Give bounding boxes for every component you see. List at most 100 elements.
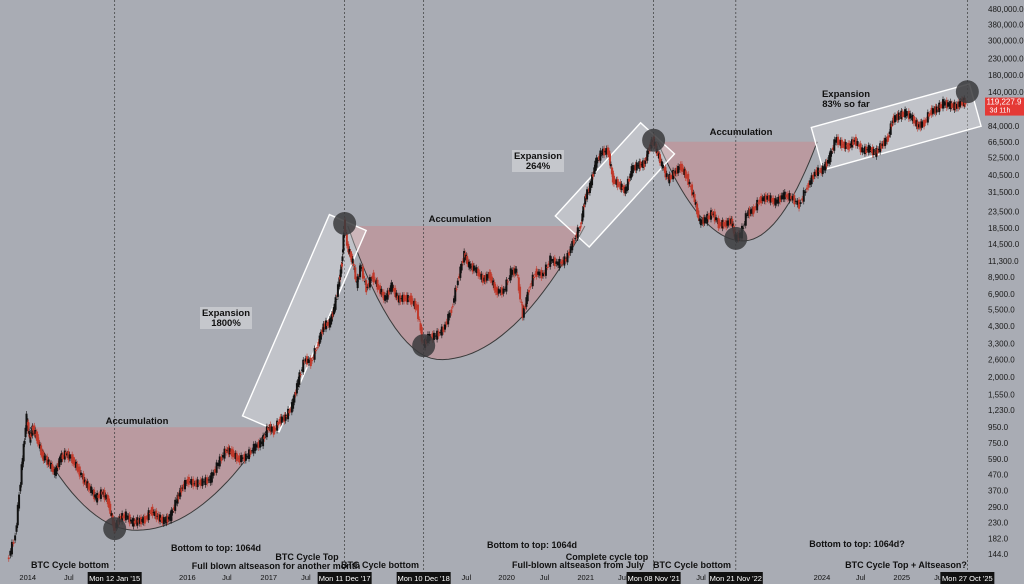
candle-body (646, 150, 649, 161)
candle-body (448, 312, 451, 318)
candle-body (635, 162, 638, 171)
candle-body (925, 119, 928, 121)
candle-body (579, 226, 582, 229)
candle-body (623, 185, 626, 193)
candle-body (804, 191, 807, 194)
time-tick-label: 2021 (577, 573, 594, 582)
candle-body (493, 282, 496, 291)
candle-body (54, 467, 57, 476)
candle-body (42, 452, 45, 462)
candle-body (716, 220, 719, 222)
candle-body (279, 416, 282, 424)
candle-body (786, 193, 789, 200)
candle-body (901, 111, 904, 118)
candle-body (544, 264, 547, 276)
candle-body (265, 426, 268, 438)
expansion-label-2-title: Expansion (514, 151, 562, 162)
candle-body (190, 479, 193, 486)
cycle-marker-1 (103, 517, 127, 541)
candle-body (550, 258, 553, 262)
candle-body (954, 104, 957, 110)
candle-body (538, 271, 541, 276)
candle-body (217, 462, 220, 466)
cycle-top-label-3: BTC Cycle Top + Altseason? (845, 560, 967, 570)
candle-body (371, 275, 374, 280)
candle-body (591, 174, 594, 186)
candle-body (488, 271, 491, 279)
candle-body (232, 449, 235, 458)
price-tick-label: 750.0 (988, 439, 1009, 448)
candle-body (58, 458, 61, 467)
candle-body (798, 199, 801, 209)
candle-body (859, 143, 862, 153)
candle-body (318, 335, 321, 344)
candle-body (723, 222, 726, 226)
price-axis[interactable]: 480,000.0 380,000.0 300,000.0 230,000.0 180,… (988, 5, 1024, 559)
time-tick-label: Jul (618, 573, 628, 582)
candle-body (210, 472, 213, 483)
candle-body (66, 453, 69, 456)
candle-body (272, 426, 275, 435)
price-tick-label: 18,500.0 (988, 224, 1020, 233)
candle-body (702, 217, 705, 225)
candle-body (540, 269, 543, 279)
candle-body (512, 269, 515, 274)
candle-body (490, 276, 493, 283)
price-tick-label: 8,900.0 (988, 273, 1015, 282)
candle-body (377, 286, 380, 288)
candle-body (162, 517, 165, 525)
candle-body (87, 483, 90, 490)
cycle-marker-2 (333, 212, 357, 236)
candle-body (351, 258, 354, 264)
date-flag-2: Mon 11 Dec '17 (319, 574, 371, 583)
candle-body (187, 476, 190, 485)
candle-body (581, 213, 584, 222)
candle-body (399, 295, 402, 303)
candle-body (157, 514, 160, 521)
candle-body (606, 147, 609, 155)
candle-body (882, 140, 885, 147)
candle-body (300, 369, 303, 371)
candle-body (368, 277, 371, 288)
candle-body (947, 102, 950, 107)
candle-body (447, 313, 450, 325)
candle-body (619, 181, 622, 190)
price-tick-label: 3,300.0 (988, 340, 1015, 349)
candle-body (336, 284, 339, 297)
candle-body (132, 518, 135, 527)
candle-body (698, 218, 701, 222)
candle-body (621, 186, 624, 189)
candle-body (152, 512, 155, 514)
candle-body (586, 189, 589, 200)
candle-body (40, 445, 43, 456)
candle-body (914, 119, 917, 124)
candle-body (445, 321, 448, 325)
candle-body (172, 507, 175, 510)
candle-body (852, 139, 855, 146)
candle-body (146, 515, 149, 519)
candle-body (314, 350, 317, 352)
candle-body (777, 196, 780, 204)
candle-body (782, 192, 785, 200)
candle-body (751, 208, 754, 214)
cycle-top-label-1: BTC Cycle Top (275, 552, 339, 562)
candle-body (820, 167, 823, 174)
candle-body (611, 170, 614, 183)
candle-body (453, 298, 456, 303)
cycle-marker-5 (724, 226, 748, 250)
candle-body (900, 110, 903, 120)
expansion-label-2-bg (512, 150, 564, 172)
candle-body (660, 161, 663, 167)
bottom-to-top-3: Bottom to top: 1064d? (809, 539, 905, 549)
candle-body (553, 257, 556, 267)
candle-body (104, 495, 107, 498)
candle-body (432, 332, 435, 341)
candle-body (673, 171, 676, 176)
candle-body (37, 440, 40, 446)
expansion-label-3-value: 83% so far (822, 99, 870, 110)
candle-body (472, 265, 475, 271)
candle-body (576, 227, 579, 239)
candle-body (121, 513, 124, 522)
candle-body (502, 288, 505, 294)
